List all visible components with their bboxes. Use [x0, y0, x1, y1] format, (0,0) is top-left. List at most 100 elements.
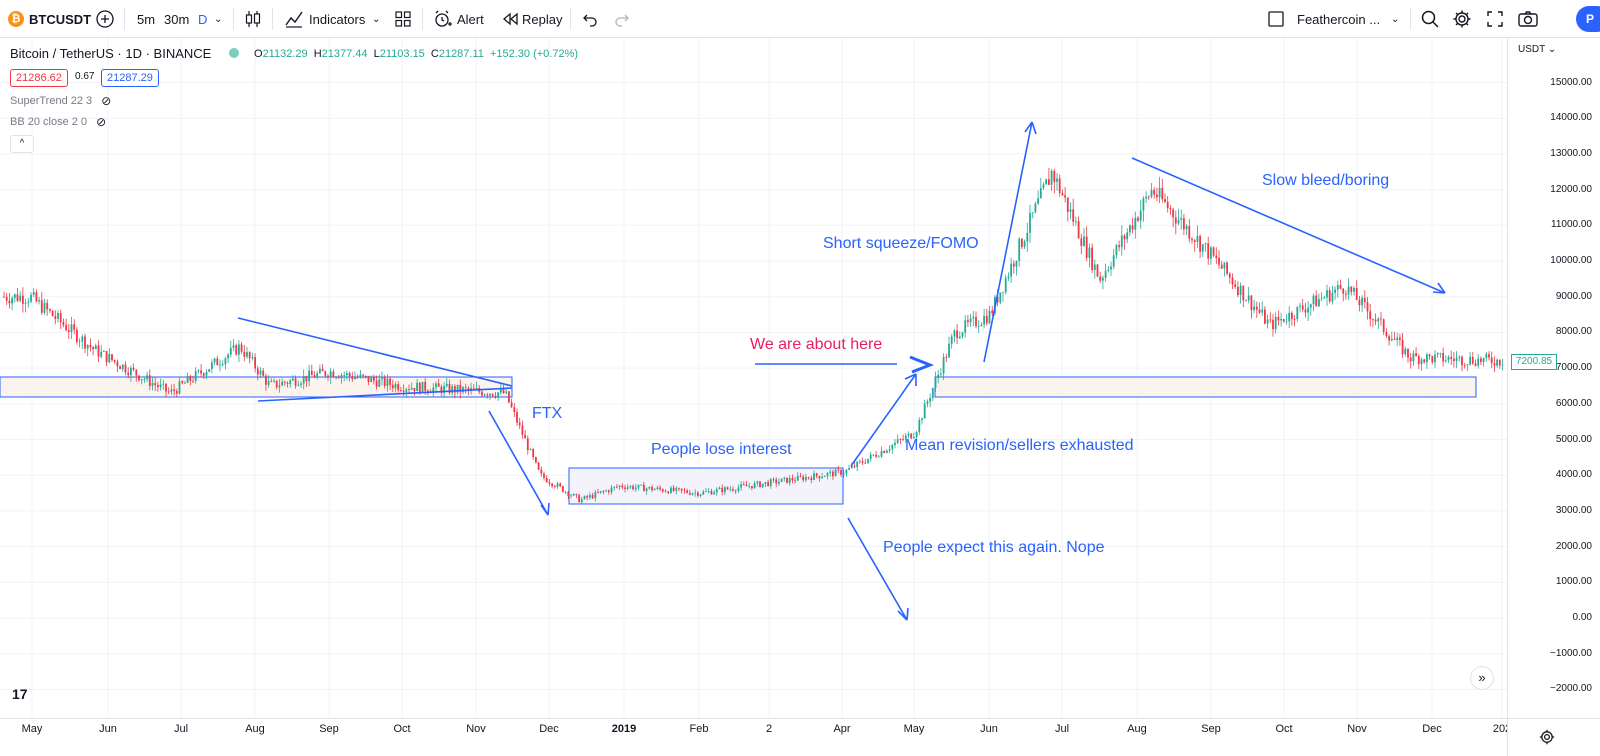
candle-body — [508, 391, 510, 403]
gear-icon[interactable] — [1539, 729, 1555, 745]
chart-pane[interactable]: Bitcoin / TetherUS · 1D · BINANCE O21132… — [0, 38, 1507, 718]
candle-body — [227, 354, 229, 359]
compare-symbol-button[interactable] — [95, 6, 115, 32]
candle-body — [243, 351, 246, 357]
currency-selector[interactable]: USDT ⌄ — [1518, 44, 1556, 55]
watchlist-checkbox[interactable] — [1267, 6, 1285, 32]
checkbox-icon — [1268, 11, 1284, 27]
candle-body — [38, 300, 40, 302]
search-button[interactable] — [1420, 6, 1440, 32]
annotation-short-squeeze[interactable]: Short squeeze/FOMO — [823, 235, 979, 252]
candle-body — [143, 379, 146, 380]
candle-body — [807, 477, 810, 478]
candle-body — [30, 294, 32, 302]
interval-dropdown-button[interactable]: ⌄ — [214, 6, 222, 32]
mean-revision-arrow — [850, 373, 917, 467]
interval-5m-button[interactable]: 5m — [137, 6, 155, 32]
indicator-bb[interactable]: BB 20 close 2 0 ⊘ — [10, 115, 106, 129]
series-title[interactable]: Bitcoin / TetherUS · 1D · BINANCE — [10, 46, 212, 61]
candle-body — [734, 490, 737, 492]
current-price-label: 7200.85 — [1511, 354, 1557, 370]
candle-body — [489, 393, 491, 396]
close-value: 21287.11 — [438, 48, 484, 60]
candle-body — [1134, 217, 1137, 230]
candle-body — [89, 345, 92, 348]
chevron-down-icon: ⌄ — [214, 13, 223, 25]
eye-off-icon[interactable]: ⊘ — [96, 115, 107, 129]
annotation-mean-revision[interactable]: Mean revision/sellers exhausted — [905, 437, 1134, 454]
candle-body — [346, 373, 348, 376]
chart-type-button[interactable] — [244, 6, 262, 32]
annotation-about-here[interactable]: We are about here — [750, 336, 883, 353]
candle-body — [980, 324, 983, 327]
price-scale[interactable]: USDT ⌄ 15000.00 14000.00 13000.00 12000.00 1… — [1507, 38, 1600, 718]
candle-body — [405, 389, 408, 392]
candle-body — [127, 372, 130, 376]
interval-d-button[interactable]: D — [198, 6, 207, 32]
price-tick-label: −1000.00 — [1550, 647, 1592, 659]
annotation-slow-bleed[interactable]: Slow bleed/boring — [1262, 172, 1390, 189]
buy-price-button[interactable]: 21287.29 — [101, 69, 159, 87]
interval-30m-button[interactable]: 30m — [164, 6, 189, 32]
candle-body — [24, 302, 27, 304]
templates-button[interactable] — [394, 6, 412, 32]
candle-body — [918, 420, 921, 432]
scroll-to-realtime-button[interactable]: » — [1470, 666, 1494, 690]
indicators-dropdown-button[interactable]: ⌄ — [372, 6, 380, 32]
candle-body — [621, 485, 624, 488]
candle-body — [1012, 263, 1015, 267]
candle-body — [688, 492, 691, 495]
candle-body — [543, 473, 545, 478]
candle-body — [1255, 306, 1258, 310]
candle-body — [910, 433, 913, 439]
candle-body — [340, 375, 343, 379]
chart-canvas[interactable] — [0, 38, 1507, 718]
candle-body — [408, 389, 410, 391]
annotation-ftx[interactable]: FTX — [532, 405, 563, 422]
annotation-lose-interest[interactable]: People lose interest — [651, 441, 792, 458]
snapshot-button[interactable] — [1517, 6, 1539, 32]
layout-dropdown-button[interactable]: ⌄ — [1391, 6, 1399, 32]
candle-body — [1312, 295, 1315, 305]
candle-body — [518, 422, 521, 426]
gear-icon — [1453, 10, 1471, 28]
candle-body — [1423, 359, 1426, 363]
undo-button[interactable] — [582, 6, 598, 32]
candle-body — [1296, 306, 1299, 320]
symbol-search-button[interactable]: ₿ BTCUSDT — [8, 6, 91, 32]
candle-body — [1474, 363, 1477, 366]
annotation-expect-again[interactable]: People expect this again. Nope — [883, 539, 1105, 556]
candle-body — [769, 479, 772, 486]
candle-body — [286, 382, 289, 384]
eye-off-icon[interactable]: ⊘ — [101, 94, 112, 108]
candle-body — [532, 449, 535, 458]
candle-body — [1407, 348, 1409, 358]
interval-d-label: D — [198, 11, 208, 27]
candle-body — [1161, 187, 1164, 200]
tradingview-logo[interactable]: 17 — [12, 686, 28, 702]
redo-button[interactable] — [614, 6, 630, 32]
collapse-legend-button[interactable]: ^ — [10, 135, 34, 153]
candle-body — [1210, 247, 1212, 259]
candle-body — [591, 495, 594, 499]
alert-button[interactable]: Alert — [433, 6, 484, 32]
user-profile-button[interactable]: P — [1576, 6, 1600, 32]
time-scale[interactable]: May Jun Jul Aug Sep Oct Nov Dec 2019 Feb 2 Apr May Ju… — [0, 718, 1511, 756]
candle-body — [991, 310, 994, 314]
indicator-supertrend[interactable]: SuperTrend 22 3 ⊘ — [10, 94, 111, 108]
candle-body — [618, 485, 621, 487]
fullscreen-button[interactable] — [1486, 6, 1504, 32]
candle-body — [1034, 203, 1037, 213]
layout-name-button[interactable]: Feathercoin ... — [1297, 6, 1380, 32]
settings-button[interactable] — [1452, 6, 1472, 32]
candle-body — [775, 479, 778, 484]
candle-body — [815, 473, 818, 477]
candle-body — [270, 381, 273, 383]
candle-body — [103, 351, 105, 352]
candle-body — [1347, 286, 1350, 295]
candle-body — [1307, 307, 1309, 313]
replay-button[interactable]: Replay — [502, 6, 562, 32]
sell-price-button[interactable]: 21286.62 — [10, 69, 68, 87]
price-tick-label: 1000.00 — [1555, 576, 1592, 588]
indicators-button[interactable]: Indicators — [284, 6, 365, 32]
